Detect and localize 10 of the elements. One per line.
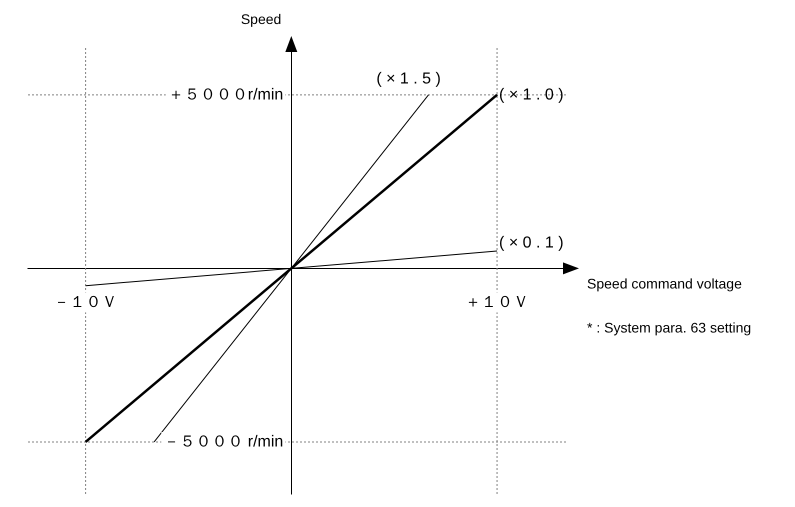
y-tick-label: －５０００ r/min bbox=[163, 433, 284, 450]
text: * : System para. 63 setting bbox=[587, 319, 752, 336]
series-label: ( × 1 . 0 ) bbox=[499, 86, 564, 104]
series-label: ( × 0 . 1 ) bbox=[499, 234, 564, 252]
x-tick-label: －１０Ｖ bbox=[54, 294, 118, 311]
series-label: ( × 1 . 5 ) bbox=[376, 70, 441, 88]
y-axis-title: Speed bbox=[240, 10, 282, 27]
x-tick-label: ＋１０Ｖ bbox=[465, 294, 530, 311]
x-axis-title: Speed command voltage bbox=[587, 275, 742, 292]
y-tick-label: ＋５０００r/min bbox=[168, 86, 284, 104]
